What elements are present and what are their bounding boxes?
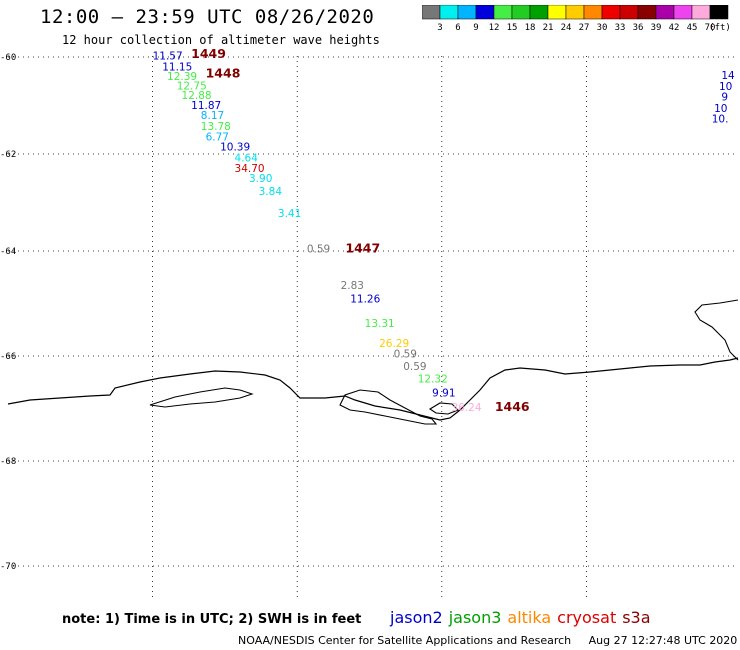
wave-height-value[interactable]: 8.17	[201, 110, 224, 122]
legend-label: 42	[669, 23, 680, 33]
legend-label: 33	[615, 23, 626, 33]
wave-height-value-edge[interactable]: 10	[719, 81, 732, 93]
latitude-tick-label: -70	[0, 562, 16, 572]
legend-label: 12	[489, 23, 500, 33]
pass-number-label[interactable]: 1449	[191, 46, 226, 61]
latitude-tick-label: -64	[0, 247, 16, 257]
wave-height-value-edge[interactable]: 10.	[712, 113, 729, 125]
pass-number-label[interactable]: 1446	[495, 399, 530, 414]
altimeter-map[interactable]: 120123126129132135-60-62-64-66-68-70 11.…	[0, 0, 740, 605]
wave-height-value[interactable]: 34.70	[235, 163, 265, 175]
legend-label: 36	[633, 23, 644, 33]
wave-height-value[interactable]: 12.39	[167, 71, 197, 83]
legend-label: 21	[543, 23, 554, 33]
wave-height-value[interactable]: 6.77	[206, 131, 229, 143]
page-title: 12:00 – 23:59 UTC 08/26/2020	[40, 6, 375, 28]
legend-label: 30	[597, 23, 608, 33]
wave-height-value[interactable]: 11.26	[350, 293, 380, 305]
legend-label: 45	[687, 23, 698, 33]
wave-height-value[interactable]: 12.88	[182, 90, 212, 102]
wave-height-value[interactable]: 2.83	[341, 280, 364, 292]
legend-label: 27	[579, 23, 590, 33]
latitude-tick-label: -62	[0, 150, 16, 160]
wave-height-value[interactable]: 0.59	[403, 361, 426, 373]
satellite-cryosat: cryosat	[557, 608, 617, 627]
legend-label: 6	[455, 23, 460, 33]
pass-number-label[interactable]: 1448	[206, 65, 241, 80]
satellite-s3a: s3a	[622, 608, 651, 627]
satellite-legend: jason2 jason3 altika cryosat s3a	[390, 608, 657, 627]
antarctic-coastline	[7, 299, 739, 425]
credit-footer: NOAA/NESDIS Center for Satellite Applica…	[238, 634, 737, 647]
satellite-jason2: jason2	[390, 608, 443, 627]
wave-height-value[interactable]: 0.59	[307, 244, 330, 256]
legend-label: 15	[507, 23, 518, 33]
legend-label: (ft)	[709, 23, 731, 33]
legend-label: 18	[525, 23, 536, 33]
wave-height-value[interactable]: 11.87	[191, 100, 221, 112]
legend-label: 39	[651, 23, 662, 33]
wave-height-value-edge[interactable]: 9	[721, 92, 728, 104]
wave-height-color-legend: 3 6 9 12 15 18 21 24 27 30 33 36 39 42 45 70(ft)	[422, 5, 731, 33]
wave-height-value[interactable]: 4.64	[235, 152, 259, 164]
legend-label: 70	[705, 23, 716, 33]
page-subtitle: 12 hour collection of altimeter wave hei…	[62, 33, 380, 47]
satellite-jason3: jason3	[448, 608, 502, 627]
wave-height-value[interactable]: 13.31	[365, 318, 395, 330]
wave-height-value[interactable]: 12.75	[177, 80, 207, 92]
units-note: note: 1) Time is in UTC; 2) SWH is in fe…	[62, 612, 362, 627]
latitude-tick-label: -68	[0, 457, 16, 467]
legend-label: 9	[473, 23, 478, 33]
wave-height-value[interactable]: 9.91	[432, 387, 455, 399]
legend-label: 24	[561, 23, 572, 33]
wave-height-value-edge[interactable]: 14	[721, 70, 735, 82]
wave-height-value[interactable]: 3.90	[249, 173, 272, 185]
wave-height-value-edge[interactable]: 10	[714, 103, 727, 115]
credit-text: NOAA/NESDIS Center for Satellite Applica…	[238, 634, 572, 647]
latitude-tick-label: -66	[0, 352, 16, 362]
latitude-tick-label: -60	[0, 53, 16, 63]
wave-height-value[interactable]: 26.29	[379, 338, 409, 350]
wave-height-value[interactable]: 0.59	[394, 349, 417, 361]
wave-height-value[interactable]: 11.57	[153, 50, 183, 62]
generated-timestamp: Aug 27 12:27:48 UTC 2020	[588, 634, 738, 647]
wave-height-value[interactable]: 12.32	[418, 373, 448, 385]
satellite-altika: altika	[507, 608, 552, 627]
wave-height-value[interactable]: 13.78	[201, 121, 231, 133]
wave-height-value[interactable]: 36.24	[451, 402, 481, 414]
legend-label: 3	[437, 23, 442, 33]
wave-height-value[interactable]: 3.41	[278, 208, 301, 220]
pass-number-label[interactable]: 1447	[345, 241, 380, 256]
wave-height-value[interactable]: 10.39	[220, 142, 250, 154]
wave-height-value[interactable]: 11.15	[162, 62, 192, 74]
legend-swatch	[709, 5, 729, 20]
wave-height-value[interactable]: 3.84	[259, 186, 283, 198]
